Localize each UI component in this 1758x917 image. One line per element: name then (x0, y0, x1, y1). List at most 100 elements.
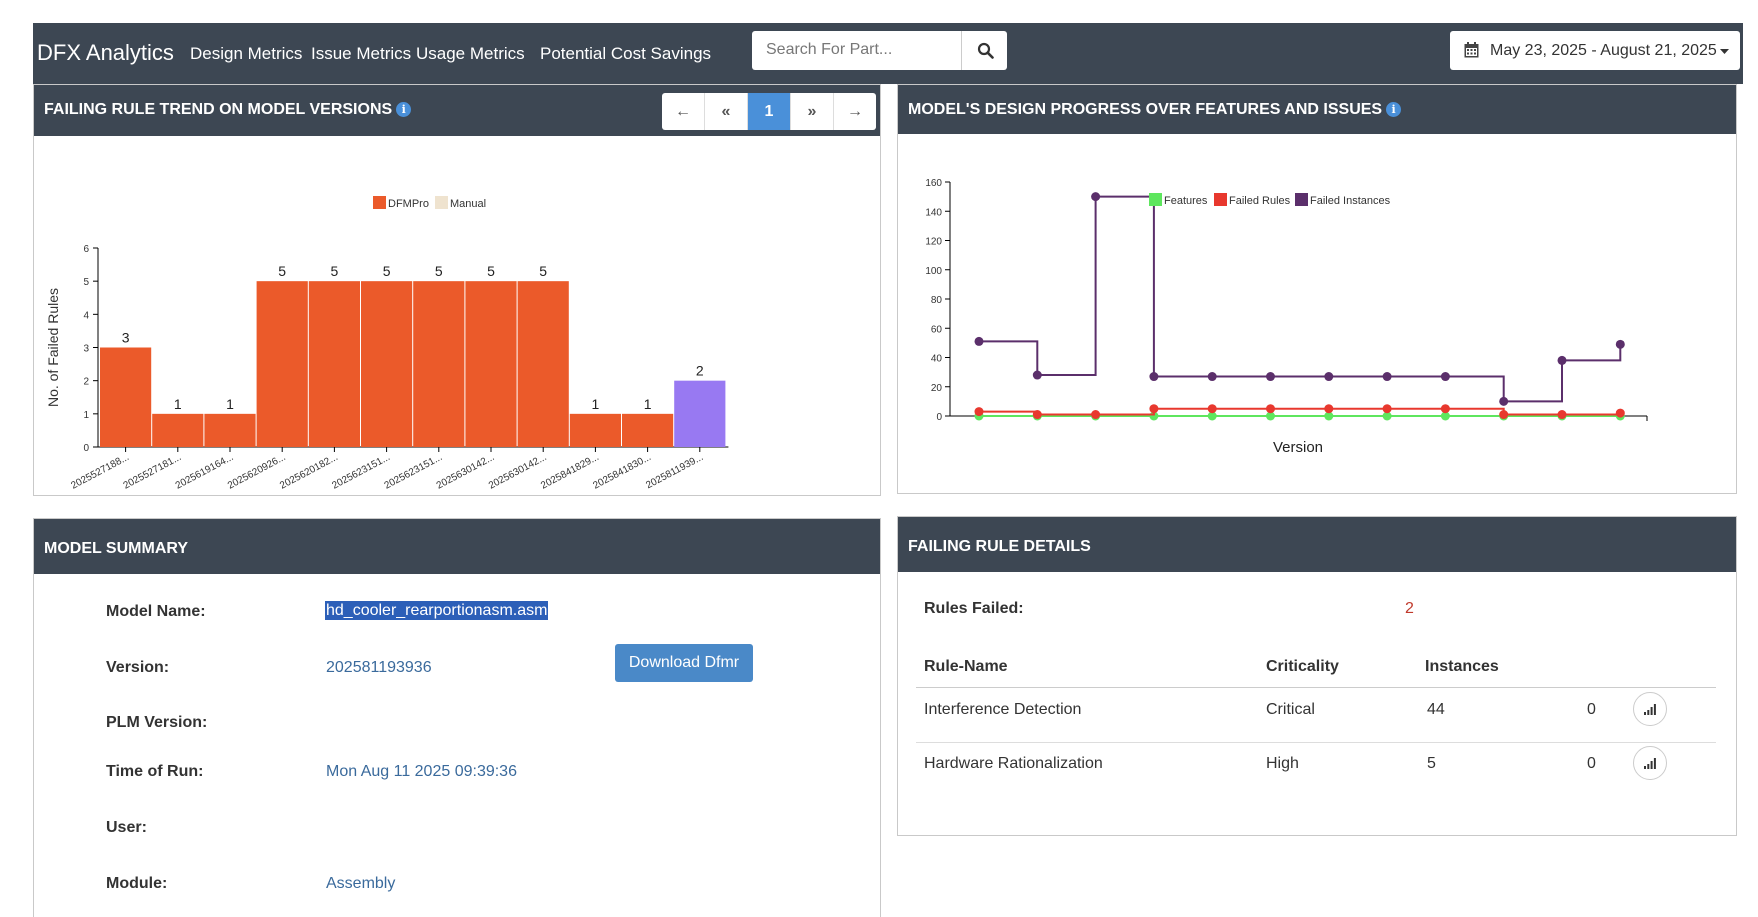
bar (569, 413, 621, 447)
data-point (1032, 370, 1042, 380)
view-chart-button[interactable] (1633, 692, 1667, 726)
failing-rule-trend-panel: FAILING RULE TREND ON MODEL VERSIONS i ← … (33, 84, 881, 496)
rule-name-cell: Interference Detection (924, 701, 1082, 718)
page-1-button[interactable]: 1 (748, 93, 791, 130)
data-point (1266, 372, 1275, 382)
y-tick-label: 0 (936, 412, 942, 423)
y-tick-label: 1 (83, 410, 89, 421)
caret-down-icon (1720, 49, 1729, 54)
nav-usage-metrics[interactable]: Usage Metrics (416, 44, 525, 63)
data-point (1091, 192, 1101, 202)
bar-value-label: 5 (539, 263, 547, 279)
panel-header: FAILING RULE DETAILS (898, 517, 1736, 572)
instances-cell: 44 (1427, 701, 1445, 718)
bar (100, 347, 152, 447)
panel-title: MODEL'S DESIGN PROGRESS OVER FEATURES AN… (908, 101, 1402, 119)
search-input[interactable] (752, 31, 980, 68)
info-icon[interactable]: i (1386, 102, 1402, 117)
rules-failed-label: Rules Failed: (924, 600, 1024, 617)
time-of-run-label: Time of Run: (106, 763, 204, 780)
y-tick-label: 60 (931, 324, 943, 335)
y-tick-label: 20 (931, 383, 943, 394)
download-dfmr-button[interactable]: Download Dfmr (615, 644, 753, 682)
y-tick-label: 100 (925, 266, 942, 277)
y-tick-label: 0 (83, 443, 89, 454)
rules-failed-value: 2 (1405, 600, 1414, 617)
column-header-criticality[interactable]: Criticality (1266, 658, 1339, 675)
top-navbar: DFX Analytics Design Metrics Issue Metri… (33, 23, 1743, 84)
first-page-button[interactable]: ← (662, 93, 705, 130)
y-tick-label: 6 (83, 244, 89, 255)
x-tick-label: 2025623151... (330, 452, 392, 491)
panel-title: MODEL SUMMARY (44, 540, 188, 557)
time-of-run-value: Mon Aug 11 2025 09:39:36 (326, 763, 517, 780)
search-button[interactable] (961, 31, 1008, 70)
bar (465, 281, 517, 447)
column-header-instances[interactable]: Instances (1425, 658, 1499, 675)
data-point (1382, 411, 1392, 421)
x-tick-label: 2025841829... (539, 452, 601, 491)
x-tick-label: 2025630142... (487, 452, 549, 491)
prev-page-button[interactable]: « (705, 93, 748, 130)
view-chart-button[interactable] (1633, 746, 1667, 780)
nav-design-metrics[interactable]: Design Metrics (190, 44, 303, 63)
data-point (1557, 410, 1567, 420)
criticality-cell: Critical (1266, 701, 1315, 718)
bar-value-label: 5 (383, 263, 391, 279)
data-point (1266, 404, 1275, 414)
bar (308, 281, 360, 447)
nav-potential-cost-savings[interactable]: Potential Cost Savings (540, 44, 712, 63)
data-point (1440, 411, 1450, 421)
data-point (1440, 372, 1450, 382)
legend-swatch-manual (435, 196, 448, 209)
x-axis-label: Version (1273, 439, 1323, 456)
data-point (1207, 404, 1217, 414)
y-tick-label: 140 (925, 207, 942, 218)
data-point (974, 407, 984, 417)
module-label: Module: (106, 875, 168, 892)
x-tick-label: 2025527188... (69, 452, 131, 491)
data-point (1207, 411, 1217, 421)
model-name-value[interactable]: hd_cooler_rearportionasm.asm (325, 601, 549, 620)
nav-issue-metrics[interactable]: Issue Metrics (311, 44, 412, 63)
bar (674, 380, 726, 447)
legend-swatch-dfmpro (373, 196, 386, 209)
search-box (752, 31, 1007, 70)
bar (517, 281, 569, 447)
date-range-picker[interactable]: May 23, 2025 - August 21, 2025 (1450, 31, 1740, 70)
bar (622, 413, 674, 447)
data-point (1266, 411, 1275, 421)
column-header-rule-name[interactable]: Rule-Name (924, 658, 1008, 675)
legend-label-manual: Manual (450, 198, 486, 210)
plm-version-label: PLM Version: (106, 714, 208, 731)
bar-value-label: 5 (435, 263, 443, 279)
brand-logo[interactable]: DFX Analytics (37, 40, 174, 65)
data-point (1557, 355, 1567, 365)
bar-value-label: 5 (487, 263, 495, 279)
x-tick-label: 2025623151... (383, 452, 445, 491)
bar-value-label: 3 (122, 330, 130, 346)
data-point (1382, 372, 1392, 382)
panel-header: MODEL'S DESIGN PROGRESS OVER FEATURES AN… (898, 85, 1736, 134)
extra-count-cell: 0 (1587, 701, 1596, 718)
info-icon[interactable]: i (396, 102, 412, 117)
row-divider (916, 742, 1716, 743)
bar-chart-icon (1644, 703, 1656, 715)
criticality-cell: High (1266, 755, 1299, 772)
next-page-button[interactable]: » (791, 93, 834, 130)
data-point (1149, 404, 1159, 414)
bar-value-label: 1 (644, 396, 652, 412)
rule-name-cell: Hardware Rationalization (924, 755, 1103, 772)
last-page-button[interactable]: → (847, 102, 863, 120)
y-tick-label: 3 (83, 344, 89, 355)
user-label: User: (106, 819, 147, 836)
legend-swatch (1149, 193, 1162, 206)
y-tick-label: 5 (83, 277, 89, 288)
data-point (1615, 339, 1625, 349)
x-tick-label: 2025620182... (278, 452, 340, 491)
series-line-failed-rules (979, 407, 1622, 416)
x-tick-label: 2025841830... (591, 452, 653, 491)
data-point (1499, 396, 1509, 406)
header-divider (916, 687, 1716, 688)
data-point (1440, 404, 1450, 414)
